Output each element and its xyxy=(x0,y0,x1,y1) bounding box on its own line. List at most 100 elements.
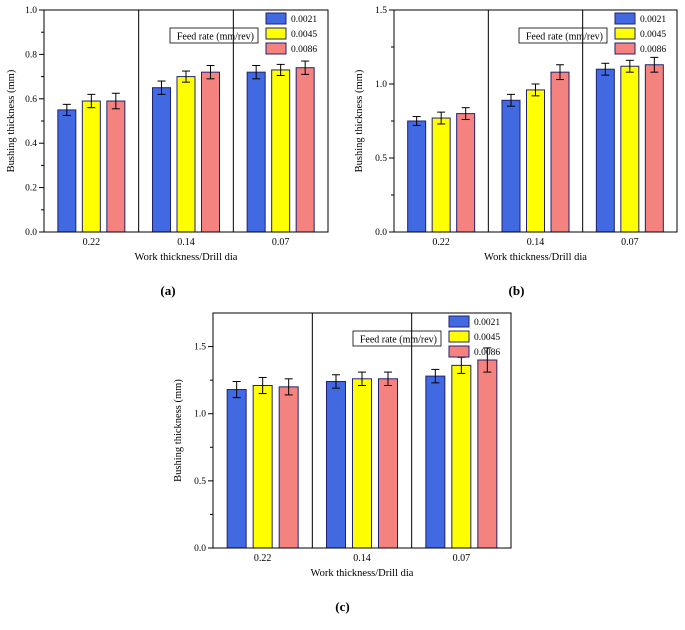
chart-c-caption: (c) xyxy=(335,599,350,614)
chart-c-canvas: 0.0 0.5 1.0 1.5 0.22 0.14 0.07 Work thickness/D… xyxy=(167,305,519,595)
y-axis-ticks: 0.0 0.5 1.0 1.5 xyxy=(375,6,394,238)
legend-title: Feed rate (mm/rev) xyxy=(526,32,603,43)
bar xyxy=(456,113,476,233)
chart-b-canvas: 0.0 0.5 1.0 1.5 0.22 0.14 0.07 Work thickness/D… xyxy=(348,2,685,279)
error-bar xyxy=(111,92,120,110)
y-axis-ticks: 0.0 0.2 0.4 0.6 0.8 1.0 xyxy=(25,6,44,238)
error-bar xyxy=(182,70,190,83)
svg-text:0.6: 0.6 xyxy=(25,95,37,105)
svg-text:1.0: 1.0 xyxy=(375,80,387,90)
bar xyxy=(431,117,451,233)
error-bar xyxy=(531,83,540,97)
bar xyxy=(476,359,497,549)
error-bar xyxy=(430,368,439,384)
svg-text:0.2: 0.2 xyxy=(25,184,37,194)
svg-text:0.22: 0.22 xyxy=(253,553,271,564)
x-axis-title: Work thickness/Drill dia xyxy=(135,252,238,263)
x-axis-labels: 0.22 0.14 0.07 Work thickness/Drill dia xyxy=(253,553,469,579)
error-bar xyxy=(482,347,491,373)
bar xyxy=(450,364,471,549)
svg-text:0.8: 0.8 xyxy=(25,50,37,60)
svg-text:0.0021: 0.0021 xyxy=(474,318,500,328)
error-bar xyxy=(232,380,241,399)
chart-svg: 0.0 0.2 0.4 0.6 0.8 1.0 0.22 0.14 0.07 Work thick… xyxy=(6,6,329,263)
error-bar xyxy=(62,103,71,116)
error-bar xyxy=(301,60,310,75)
y-axis-ticks: 0.0 0.5 1.0 1.5 xyxy=(194,343,213,554)
legend-title-box xyxy=(352,330,441,347)
chart-a-canvas: 0.0 0.2 0.4 0.6 0.8 1.0 0.22 0.14 0.07 Work thick… xyxy=(0,2,336,279)
bar xyxy=(377,378,398,549)
svg-text:0.5: 0.5 xyxy=(375,154,387,164)
bottom-row: 0.0 0.5 1.0 1.5 0.22 0.14 0.07 Work thickness/D… xyxy=(0,305,685,615)
bars-group xyxy=(407,56,664,233)
group-separators xyxy=(311,313,412,548)
error-bar xyxy=(601,62,610,76)
legend: 0.0021 0.0045 0.0086 Feed rate (mm/rev) xyxy=(518,12,666,55)
x-axis-labels: 0.22 0.14 0.07 Work thickness/Drill dia xyxy=(432,237,638,263)
plot-border xyxy=(393,9,678,233)
chart-b-caption: (b) xyxy=(508,283,525,298)
bars-group xyxy=(226,347,497,549)
svg-text:0.14: 0.14 xyxy=(527,237,545,248)
bar xyxy=(271,69,291,233)
svg-text:1.0: 1.0 xyxy=(194,410,206,420)
error-bar xyxy=(437,111,446,125)
svg-text:0.0021: 0.0021 xyxy=(640,15,666,25)
svg-text:0.0045: 0.0045 xyxy=(474,333,500,343)
x-axis-title: Work thickness/Drill dia xyxy=(310,568,413,579)
legend-swatch xyxy=(265,27,287,40)
chart-a-caption: (a) xyxy=(160,283,176,298)
error-bar xyxy=(461,107,470,121)
svg-text:0.07: 0.07 xyxy=(452,553,470,564)
svg-text:0.5: 0.5 xyxy=(194,477,206,487)
error-bar xyxy=(157,80,166,95)
legend-swatch xyxy=(448,345,469,358)
error-bar xyxy=(357,371,366,387)
bar xyxy=(57,109,77,233)
svg-text:0.22: 0.22 xyxy=(432,237,450,248)
bar xyxy=(424,375,445,549)
error-bar xyxy=(284,378,293,396)
bar xyxy=(106,100,126,233)
bar xyxy=(246,71,266,233)
error-bar xyxy=(412,116,421,126)
error-bar xyxy=(507,93,515,107)
legend: 0.0021 0.0045 0.0086 Feed rate (mm/rev) xyxy=(169,12,317,55)
legend: 0.0021 0.0045 0.0086 Feed rate (mm/rev) xyxy=(352,315,500,358)
svg-text:0.22: 0.22 xyxy=(83,237,101,248)
chart-svg: 0.0 0.5 1.0 1.5 0.22 0.14 0.07 Work thickness/D… xyxy=(173,312,511,579)
bar xyxy=(325,380,346,549)
bar xyxy=(526,89,545,233)
legend-title-box xyxy=(518,27,608,44)
svg-text:0.0: 0.0 xyxy=(375,228,387,238)
svg-text:0.14: 0.14 xyxy=(177,237,195,248)
legend-swatch xyxy=(265,42,287,55)
bar xyxy=(176,76,196,233)
bar xyxy=(81,100,101,233)
y-axis-title: Bushing thickness (mm) xyxy=(173,379,184,482)
bar xyxy=(550,71,570,233)
bar xyxy=(595,68,615,233)
bar xyxy=(278,386,299,549)
svg-text:0.0021: 0.0021 xyxy=(291,15,317,25)
svg-text:0.07: 0.07 xyxy=(272,237,290,248)
y-axis-title: Bushing thickness (mm) xyxy=(354,69,365,172)
error-bar xyxy=(331,374,340,389)
svg-text:0.0045: 0.0045 xyxy=(640,30,666,40)
error-bar xyxy=(258,376,267,395)
x-axis-title: Work thickness/Drill dia xyxy=(484,252,587,263)
chart-a: 0.0 0.2 0.4 0.6 0.8 1.0 0.22 0.14 0.07 Work thick… xyxy=(0,2,336,299)
bar xyxy=(201,71,220,233)
bar xyxy=(620,65,640,233)
legend-swatch xyxy=(265,12,287,25)
legend-swatch xyxy=(448,330,469,343)
plot-border xyxy=(43,9,329,233)
svg-text:0.0086: 0.0086 xyxy=(474,348,500,358)
legend-swatch xyxy=(448,315,469,328)
legend-title: Feed rate (mm/rev) xyxy=(359,335,436,346)
svg-text:0.07: 0.07 xyxy=(621,237,639,248)
legend-swatch xyxy=(614,42,636,55)
group-separators xyxy=(138,10,234,232)
